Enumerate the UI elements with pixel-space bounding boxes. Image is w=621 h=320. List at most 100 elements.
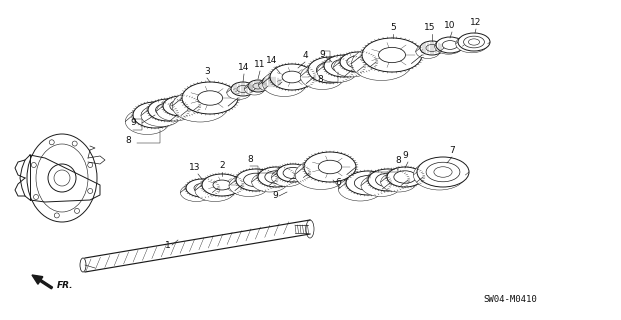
Ellipse shape <box>248 80 268 92</box>
Ellipse shape <box>306 220 314 238</box>
Ellipse shape <box>156 103 180 117</box>
Ellipse shape <box>304 152 356 182</box>
Ellipse shape <box>324 55 364 77</box>
Ellipse shape <box>458 33 490 51</box>
Ellipse shape <box>319 160 342 174</box>
Text: 12: 12 <box>470 18 482 27</box>
Text: FR.: FR. <box>57 282 73 291</box>
Ellipse shape <box>202 174 242 196</box>
Ellipse shape <box>80 258 86 272</box>
Ellipse shape <box>420 41 444 55</box>
Ellipse shape <box>252 172 288 192</box>
Ellipse shape <box>195 180 235 202</box>
Ellipse shape <box>282 71 302 83</box>
Text: 1: 1 <box>165 241 171 250</box>
Ellipse shape <box>270 64 314 90</box>
Ellipse shape <box>243 173 268 187</box>
Ellipse shape <box>468 39 479 45</box>
Ellipse shape <box>368 169 408 191</box>
Ellipse shape <box>346 171 390 195</box>
Ellipse shape <box>197 91 222 105</box>
Ellipse shape <box>229 174 269 196</box>
Text: SW04-M0410: SW04-M0410 <box>483 295 537 304</box>
Ellipse shape <box>333 57 369 77</box>
Ellipse shape <box>213 180 231 190</box>
Ellipse shape <box>262 70 306 97</box>
Text: 7: 7 <box>449 146 455 155</box>
Ellipse shape <box>142 107 169 123</box>
Ellipse shape <box>340 52 376 72</box>
Text: 13: 13 <box>189 163 201 172</box>
Ellipse shape <box>258 167 294 187</box>
Ellipse shape <box>262 76 282 88</box>
Text: 5: 5 <box>390 23 396 32</box>
Text: 4: 4 <box>302 51 308 60</box>
Ellipse shape <box>316 62 343 78</box>
Text: 8: 8 <box>247 155 253 164</box>
Ellipse shape <box>332 59 356 73</box>
Text: 2: 2 <box>219 161 225 170</box>
Ellipse shape <box>163 96 199 116</box>
Ellipse shape <box>180 183 212 202</box>
Ellipse shape <box>414 160 465 190</box>
Ellipse shape <box>141 105 181 126</box>
Ellipse shape <box>236 169 276 191</box>
Ellipse shape <box>387 167 423 187</box>
Ellipse shape <box>237 85 249 92</box>
Ellipse shape <box>435 38 463 54</box>
Ellipse shape <box>301 63 344 90</box>
Text: 9: 9 <box>272 191 278 200</box>
Ellipse shape <box>351 46 412 81</box>
Ellipse shape <box>186 179 218 197</box>
Ellipse shape <box>231 82 255 96</box>
Ellipse shape <box>317 60 357 83</box>
Text: 8: 8 <box>395 156 401 165</box>
Text: 10: 10 <box>444 21 456 30</box>
Text: 15: 15 <box>424 23 436 32</box>
Ellipse shape <box>277 164 309 182</box>
Text: 14: 14 <box>238 63 250 72</box>
Text: 8: 8 <box>317 75 323 84</box>
Ellipse shape <box>361 174 401 196</box>
Ellipse shape <box>125 108 170 134</box>
Ellipse shape <box>227 85 251 100</box>
Ellipse shape <box>381 172 417 192</box>
Ellipse shape <box>442 41 458 49</box>
Ellipse shape <box>271 169 304 187</box>
Text: 8: 8 <box>125 136 131 145</box>
Ellipse shape <box>355 176 382 190</box>
Ellipse shape <box>194 183 210 193</box>
Ellipse shape <box>434 167 452 177</box>
Text: 3: 3 <box>204 67 210 76</box>
Ellipse shape <box>338 177 383 201</box>
Ellipse shape <box>258 79 278 91</box>
Ellipse shape <box>394 171 416 183</box>
Ellipse shape <box>456 35 487 53</box>
Ellipse shape <box>283 167 303 179</box>
Ellipse shape <box>170 100 192 112</box>
Ellipse shape <box>376 173 401 187</box>
Ellipse shape <box>436 37 464 53</box>
Ellipse shape <box>416 44 440 59</box>
Ellipse shape <box>148 99 188 121</box>
Ellipse shape <box>426 162 460 182</box>
Ellipse shape <box>464 36 484 48</box>
Ellipse shape <box>253 83 263 89</box>
Ellipse shape <box>265 171 287 183</box>
Text: 6: 6 <box>335 178 341 187</box>
Ellipse shape <box>308 57 352 83</box>
Text: 9: 9 <box>130 118 136 127</box>
Ellipse shape <box>362 38 422 72</box>
Ellipse shape <box>133 102 177 128</box>
Ellipse shape <box>347 56 369 68</box>
Text: 9: 9 <box>319 50 325 59</box>
Ellipse shape <box>172 90 228 122</box>
Text: 14: 14 <box>266 56 278 65</box>
Ellipse shape <box>426 44 438 52</box>
Text: 11: 11 <box>254 60 266 69</box>
Ellipse shape <box>156 101 193 121</box>
Ellipse shape <box>182 82 238 114</box>
Ellipse shape <box>295 159 347 189</box>
FancyArrow shape <box>32 275 53 289</box>
Ellipse shape <box>267 79 277 85</box>
